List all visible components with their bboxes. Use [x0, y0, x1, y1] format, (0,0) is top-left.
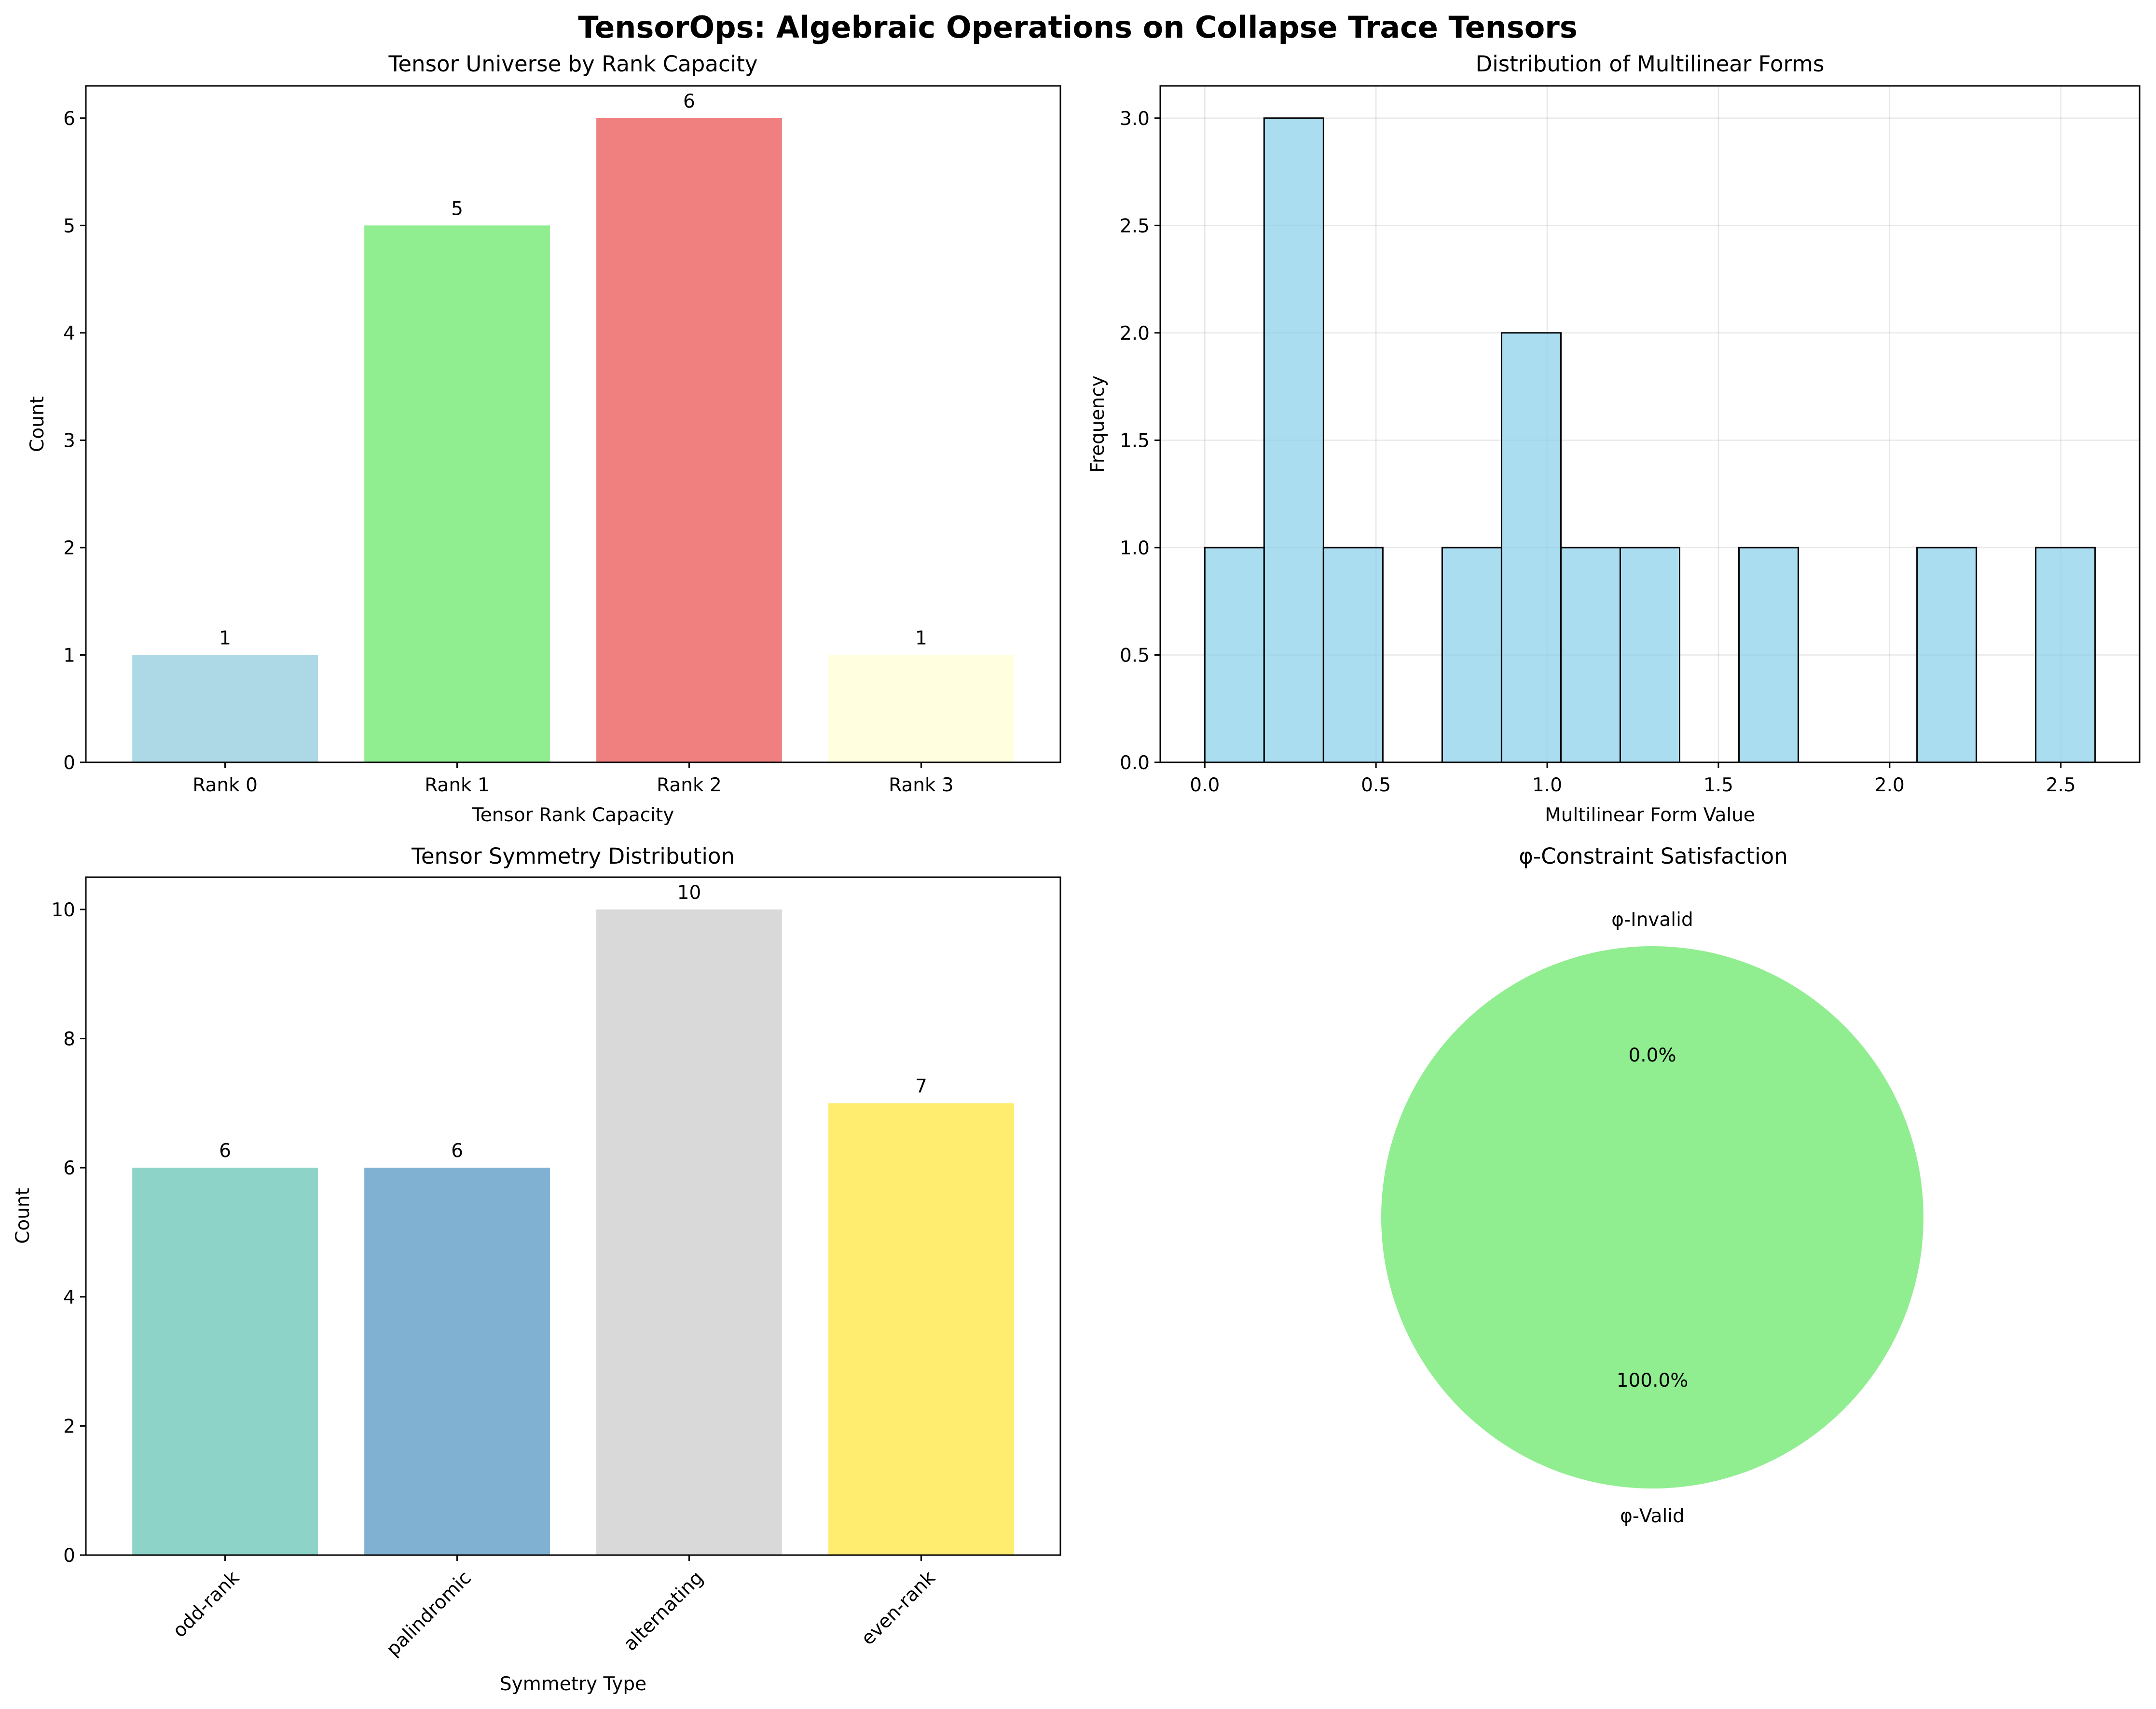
hist-bin: [1619, 547, 1681, 763]
symmetry-bar: [596, 909, 782, 1555]
hist-xtick-label: 0.0: [1190, 774, 1220, 796]
hist-bin: [1500, 332, 1562, 763]
symmetry-bar: [828, 1103, 1014, 1555]
pie-percent-label: 0.0%: [1628, 1045, 1676, 1066]
hist-bin: [1738, 547, 1799, 763]
pie-slice-label: φ-Valid: [1620, 1505, 1685, 1527]
rank-ytick-label: 4: [63, 323, 75, 345]
hist-bin: [1441, 547, 1502, 763]
rank-bar-value-label: 5: [451, 198, 463, 220]
symmetry-ytick-label: 4: [63, 1287, 75, 1309]
rank-ytick-label: 2: [63, 538, 75, 559]
rank-xtick-label: Rank 3: [889, 774, 954, 796]
rank-bar: [596, 118, 782, 762]
symmetry-ytick-label: 2: [63, 1416, 75, 1437]
pie-percent-label: 100.0%: [1617, 1370, 1689, 1392]
hist-chart-ylabel: Frequency: [1087, 375, 1109, 472]
symmetry-xtick-label: palindromic: [382, 1567, 476, 1661]
hist-bin: [1204, 547, 1265, 763]
multilinear-histogram: Distribution of Multilinear Forms 0.0 0.5…: [1087, 51, 2141, 826]
rank-bar: [364, 225, 550, 763]
symmetry-chart-ylabel: Count: [12, 1188, 34, 1244]
rank-ytick-label: 6: [63, 108, 75, 130]
hist-bin: [1322, 547, 1384, 763]
hist-bin: [1263, 117, 1324, 763]
hist-xtick-label: 0.5: [1361, 774, 1391, 796]
hist-ytick-label: 0.5: [1120, 645, 1150, 666]
pie-slice-label: φ-Invalid: [1611, 909, 1693, 931]
hist-chart-frame: [1159, 85, 2141, 763]
rank-xtick-label: Rank 1: [425, 774, 490, 796]
pie-chart-title: φ-Constraint Satisfaction: [1519, 843, 1788, 869]
rank-chart-frame: [85, 85, 1061, 763]
rank-capacity-chart: Tensor Universe by Rank Capacity 1 Rank 0…: [27, 51, 1061, 826]
hist-chart-xlabel: Multilinear Form Value: [1545, 804, 1755, 826]
symmetry-ytick-label: 0: [63, 1545, 75, 1567]
symmetry-chart: Tensor Symmetry Distribution 6 odd-rank 6 p…: [12, 843, 1061, 1695]
symmetry-xtick-label: alternating: [619, 1567, 708, 1655]
symmetry-ytick-label: 6: [63, 1158, 75, 1179]
hist-ytick-label: 2.5: [1120, 215, 1150, 237]
rank-bar-value-label: 6: [683, 91, 695, 112]
symmetry-bar-value-label: 7: [915, 1075, 927, 1097]
hist-ytick-label: 1.0: [1120, 538, 1150, 559]
symmetry-bar-value-label: 10: [677, 882, 701, 904]
hist-ytick-label: 0.0: [1120, 752, 1150, 774]
pie-slice: [1381, 946, 1923, 1488]
rank-chart-title: Tensor Universe by Rank Capacity: [388, 51, 758, 77]
rank-bar: [132, 655, 318, 762]
symmetry-bar-value-label: 6: [219, 1140, 231, 1162]
rank-chart-ylabel: Count: [27, 396, 48, 452]
rank-bar-value-label: 1: [915, 627, 927, 649]
symmetry-bar: [364, 1168, 550, 1555]
rank-xtick-label: Rank 0: [192, 774, 258, 796]
rank-chart-xlabel: Tensor Rank Capacity: [472, 804, 674, 826]
rank-bar: [828, 655, 1014, 762]
hist-ytick-label: 1.5: [1120, 430, 1150, 452]
phi-constraint-pie: φ-Constraint Satisfaction φ-Valid 100.0% φ…: [1381, 843, 1923, 1527]
rank-ytick-label: 0: [63, 752, 75, 774]
symmetry-chart-title: Tensor Symmetry Distribution: [411, 843, 735, 869]
hist-xtick-label: 1.5: [1703, 774, 1733, 796]
hist-xtick-label: 2.0: [1875, 774, 1905, 796]
hist-xtick-label: 2.5: [2046, 774, 2076, 796]
symmetry-bar-value-label: 6: [451, 1140, 463, 1162]
hist-bin: [1916, 547, 1977, 763]
symmetry-xtick-label: odd-rank: [169, 1567, 244, 1642]
hist-chart-title: Distribution of Multilinear Forms: [1476, 51, 1825, 77]
hist-ytick-label: 2.0: [1120, 323, 1150, 345]
hist-bin: [1560, 547, 1621, 763]
symmetry-bar: [132, 1168, 318, 1555]
symmetry-chart-xlabel: Symmetry Type: [500, 1673, 646, 1695]
rank-ytick-label: 5: [63, 215, 75, 237]
hist-xtick-label: 1.0: [1532, 774, 1562, 796]
rank-ytick-label: 3: [63, 430, 75, 452]
symmetry-chart-frame: [85, 876, 1061, 1556]
hist-ytick-label: 3.0: [1120, 108, 1150, 130]
rank-bar-value-label: 1: [219, 627, 231, 649]
symmetry-ytick-label: 8: [63, 1029, 75, 1050]
rank-xtick-label: Rank 2: [657, 774, 722, 796]
symmetry-xtick-label: even-rank: [857, 1567, 940, 1649]
figure-title: TensorOps: Algebraic Operations on Colla…: [578, 10, 1578, 45]
symmetry-ytick-label: 10: [51, 899, 75, 921]
hist-bin: [2035, 547, 2096, 763]
rank-ytick-label: 1: [63, 645, 75, 666]
